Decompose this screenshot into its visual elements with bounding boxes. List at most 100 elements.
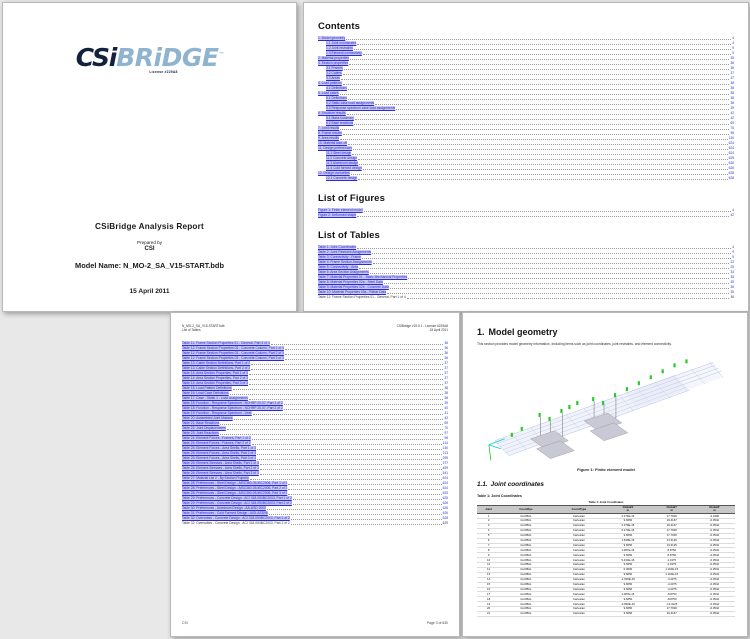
table-row[interactable]: 19 GLOBAL Cartesian -4.830E-16 -13.3125 -0.35… [477, 601, 735, 608]
toc-entry[interactable]: 11.2 Concrete design 625 [318, 156, 734, 161]
document-page-model-geometry[interactable]: 1. Model geometry This section provides m… [462, 312, 748, 637]
table-entry[interactable]: Table 29: Preferences - Concrete Design … [182, 501, 448, 506]
table-entry[interactable]: Table 32: Overwrites - Concrete Design -… [182, 521, 448, 526]
toc-entry[interactable]: 1.3 Element connectivity 9 [318, 51, 734, 56]
table-entry[interactable]: Table 26: Element Stresses - Area Shells… [182, 471, 448, 476]
toc-entry[interactable]: 10. Material take-off 624 [318, 141, 734, 146]
table-entry[interactable]: Table 32: Overwrites - Concrete Design -… [182, 516, 448, 521]
table-row[interactable]: 11 GLOBAL Cartesian 9.6650 4.4375 -0.3542 [477, 562, 735, 568]
table-row[interactable]: 16 GLOBAL Cartesian 9.6650 -4.4375 -0.3542 [477, 587, 735, 593]
table-row[interactable]: 15 GLOBAL Cartesian 9.6650 -4.4375 -0.3542 [477, 582, 735, 588]
toc-entry[interactable]: 11.4 Cold formed design 626 [318, 166, 734, 171]
table-entry[interactable]: Table 12: Frame Section Properties 03 - … [182, 351, 448, 356]
toc-entry[interactable]: 6.2 Base reactions 69 [318, 121, 734, 126]
toc-entry[interactable]: 3.2 Cables 37 [318, 71, 734, 76]
table-entry[interactable]: Table 16: Load Case Definitions 38 [182, 391, 448, 396]
toc-entry[interactable]: 4. Load patterns 38 [318, 81, 734, 86]
document-page-cover[interactable]: CSiBRiDGE™ License #229A8 CSiBridge Anal… [2, 2, 297, 312]
table-entry[interactable]: Table 15: Load Pattern Definitions 38 [182, 386, 448, 391]
table-entry[interactable]: Table 31: Preferences - Cold Formed Desi… [182, 511, 448, 516]
toc-entry[interactable]: 3.1 Frames 36 [318, 66, 734, 71]
toc-entry[interactable]: 12. Design overwrites 628 [318, 171, 734, 176]
table-row[interactable]: 17 GLOBAL Cartesian 1.087E-15 -8.8750 -0.3542 [477, 591, 735, 598]
document-page-list-of-tables[interactable]: N_MO-2_SA_V15-START.bdb List of Tables C… [170, 312, 460, 637]
table-entry[interactable]: Table 7: Material Properties 01 - Basic … [318, 275, 734, 280]
figure-entry[interactable]: Figure 2: Deformed shape 42 [318, 213, 734, 218]
toc-entry[interactable]: 5. Load cases 38 [318, 91, 734, 96]
table-entry[interactable]: Table 3: Connectivity - Frame 9 [318, 255, 734, 260]
toc-entry[interactable]: 1. Model geometry 4 [318, 36, 734, 41]
table-row[interactable]: 8 GLOBAL Cartesian 1.087E-15 8.8750 -0.3542 [477, 547, 735, 554]
table-row[interactable]: 14 GLOBAL Cartesian -1.630E-15 -4.4375 -0.354… [477, 577, 735, 583]
toc-entry[interactable]: 6. Structure results 42 [318, 111, 734, 116]
table-entry[interactable]: Table 19: Function - Response Spectrum -… [182, 411, 448, 416]
table-entry[interactable]: Table 13: Cable Section Definitions, Par… [182, 366, 448, 371]
table-entry[interactable]: Table 22: Joint Displacements 70 [182, 426, 448, 431]
table-entry[interactable]: Table 11: Frame Section Properties 01 - … [318, 295, 734, 300]
table-entry[interactable]: Table 13: Cable Section Definitions, Par… [182, 361, 448, 366]
table-entry[interactable]: Table 5: Connectivity - Area 25 [318, 265, 734, 270]
toc-entry[interactable]: 5.1 Definitions 38 [318, 96, 734, 101]
toc-entry[interactable]: 1.1 Joint coordinates 4 [318, 41, 734, 46]
table-row[interactable]: 2 GLOBAL Cartesian 9.6650 19.4167 -0.3542 [477, 518, 735, 524]
toc-entry[interactable]: 1.2 Joint restraints 9 [318, 46, 734, 51]
table-entry[interactable]: Table 6: Area Section Assignments 33 [318, 270, 734, 275]
table-entry[interactable]: Table 24: Element Forces - Frames, Part … [182, 441, 448, 446]
table-entry[interactable]: Table 9: Material Properties 02b - Concr… [318, 285, 734, 290]
table-entry[interactable]: Table 21: Base Reactions 69 [182, 421, 448, 426]
table-entry[interactable]: Table 24: Element Forces - Frames, Part … [182, 436, 448, 441]
table-entry[interactable]: Table 12: Frame Section Properties 03 - … [182, 346, 448, 351]
table-entry[interactable]: Table 14: Area Section Properties, Part … [182, 376, 448, 381]
toc-entry[interactable]: 11.3 Aluminum design 626 [318, 161, 734, 166]
table-entry[interactable]: Table 25: Element Forces - Area Shells, … [182, 451, 448, 456]
toc-entry[interactable]: 3. Section properties 36 [318, 61, 734, 66]
table-entry[interactable]: Table 28: Preferences - Steel Design - A… [182, 486, 448, 491]
toc-entry[interactable]: 12.1 Concrete design 628 [318, 176, 734, 181]
table-row[interactable]: 21 GLOBAL Cartesian 9.6650 19.4167 -0.3542 [477, 611, 735, 617]
table-entry[interactable]: Table 26: Element Stresses - Area Shells… [182, 466, 448, 471]
table-row[interactable]: 5 GLOBAL Cartesian 9.6650 17.7600 -0.3542 [477, 533, 735, 539]
figure-entry[interactable]: Figure 1: Finite element model 4 [318, 208, 734, 213]
table-entry[interactable]: Table 4: Frame Section Assignments 23 [318, 260, 734, 265]
table-entry[interactable]: Table 25: Element Forces - Area Shells, … [182, 456, 448, 461]
table-entry[interactable]: Table 2: Joint Restraint Assignments 9 [318, 250, 734, 255]
table-entry[interactable]: Table 26: Element Stresses - Area Shells… [182, 461, 448, 466]
table-row[interactable]: 3 GLOBAL Cartesian 2.379E-15 19.4167 -0.3542 [477, 523, 735, 529]
table-row[interactable]: 1 GLOBAL Cartesian 2.174E-16 17.7600 -4.2400 [477, 513, 735, 520]
table-row[interactable]: 10 GLOBAL Cartesian 5.434E-16 4.4375 -0.3542 [477, 557, 735, 564]
table-entry[interactable]: Table 23: Joint Reactions 97 [182, 431, 448, 436]
toc-entry[interactable]: 4.1 Definitions 38 [318, 86, 734, 91]
toc-entry[interactable]: 6.1 Mass summary 42 [318, 116, 734, 121]
document-page-contents[interactable]: Contents 1. Model geometry 4 1.1 Joint coo… [303, 2, 749, 312]
table-entry[interactable]: Table 28: Preferences - Steel Design - A… [182, 481, 448, 486]
table-row[interactable]: 9 GLOBAL Cartesian 9.6650 8.8750 -0.3542 [477, 552, 735, 559]
toc-entry[interactable]: 5.3 Response spectrum case load assignme… [318, 106, 734, 111]
table-entry[interactable]: Table 1: Joint Coordinates 4 [318, 245, 734, 250]
table-entry[interactable]: Table 12: Frame Section Properties 03 - … [182, 356, 448, 361]
table-entry[interactable]: Table 27: Material List 2 - By Section P… [182, 476, 448, 481]
table-entry[interactable]: Table 14: Area Section Properties, Part … [182, 371, 448, 376]
table-row[interactable]: 12 GLOBAL Cartesian 0.0000 1.110E-15 -0.3542 [477, 567, 735, 573]
table-entry[interactable]: Table 29: Preferences - Concrete Design … [182, 496, 448, 501]
table-entry[interactable]: Table 18: Function - Response Spectrum -… [182, 401, 448, 406]
table-entry[interactable]: Table 28: Preferences - Steel Design - A… [182, 491, 448, 496]
table-entry[interactable]: Table 10: Material Properties 03a - Reba… [318, 290, 734, 295]
table-row[interactable]: 18 GLOBAL Cartesian 9.6650 -8.8750 -0.3542 [477, 596, 735, 603]
toc-entry[interactable]: 7. Joint results 70 [318, 126, 734, 131]
toc-entry[interactable]: 8. Frame results 98 [318, 131, 734, 136]
toc-entry[interactable]: 11. Design preferences 624 [318, 146, 734, 151]
toc-entry[interactable]: 5.2 Static case load assignments 38 [318, 101, 734, 106]
table-row[interactable]: 6 GLOBAL Cartesian 1.630E-15 13.3125 -0.3542 [477, 538, 735, 544]
table-row[interactable]: 7 GLOBAL Cartesian 9.6650 13.3125 -0.3542 [477, 543, 735, 549]
table-entry[interactable]: Table 30: Preferences - Aluminum Design … [182, 506, 448, 511]
toc-entry[interactable]: 11.1 Steel design 624 [318, 151, 734, 156]
table-entry[interactable]: Table 14: Area Section Properties, Part … [182, 381, 448, 386]
table-row[interactable]: 13 GLOBAL Cartesian 9.6650 1.110E-15 -0.3542 [477, 572, 735, 578]
toc-entry[interactable]: 3.3 Areas 37 [318, 76, 734, 81]
table-row[interactable]: 20 GLOBAL Cartesian 9.6650 17.7600 -0.3542 [477, 606, 735, 612]
table-entry[interactable]: Table 18: Function - Response Spectrum -… [182, 406, 448, 411]
table-entry[interactable]: Table 8: Material Properties 02a - Steel… [318, 280, 734, 285]
table-entry[interactable]: Table 25: Element Forces - Area Shells, … [182, 446, 448, 451]
table-entry[interactable]: Table 17: Case - Static 1 - Load Assignm… [182, 396, 448, 401]
toc-entry[interactable]: 9. Area results 130 [318, 136, 734, 141]
